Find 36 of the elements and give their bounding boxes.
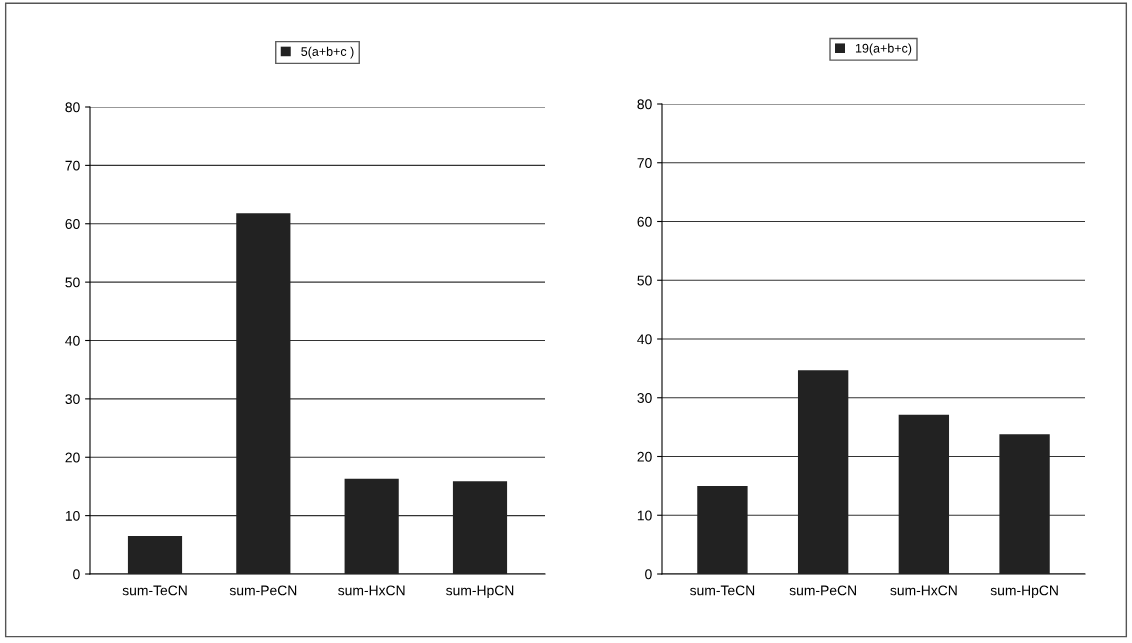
bar [697, 485, 748, 574]
y-tick-label: 10 [637, 510, 652, 521]
y-tick-label: 50 [637, 275, 652, 286]
bar [999, 434, 1050, 574]
legend-label: 19(a+b+c) [855, 43, 912, 56]
x-tick-label: sum-HxCN [890, 585, 957, 596]
y-tick-label: 80 [65, 102, 80, 113]
y-tick-label: 20 [637, 451, 652, 462]
bar [236, 213, 291, 574]
y-tick-label: 0 [73, 569, 80, 580]
bar [127, 536, 183, 574]
x-tick-label: sum-HxCN [338, 585, 405, 596]
x-tick-label: sum-TeCN [122, 585, 187, 596]
y-tick-label: 40 [65, 335, 80, 346]
y-tick-label: 50 [65, 277, 80, 288]
x-tick-label: sum-HpCN [446, 585, 514, 599]
bar [797, 370, 849, 574]
y-tick-label: 70 [65, 160, 80, 171]
bar [898, 414, 950, 574]
bar [452, 481, 508, 574]
y-tick-label: 70 [637, 158, 652, 168]
y-tick-label: 20 [65, 452, 80, 463]
y-tick-label: 30 [637, 393, 652, 403]
x-tick-label: sum-PeCN [229, 585, 297, 596]
y-tick-label: 30 [65, 394, 80, 405]
x-tick-label: sum-HpCN [990, 585, 1058, 599]
y-tick-label: 10 [65, 510, 80, 521]
y-tick-label: 60 [637, 216, 652, 227]
x-tick-label: sum-TeCN [690, 585, 755, 596]
bar [344, 478, 399, 574]
x-tick-label: sum-PeCN [789, 585, 856, 596]
y-tick-label: 60 [65, 219, 80, 229]
y-tick-label: 0 [645, 569, 652, 580]
y-tick-label: 40 [637, 334, 652, 345]
y-tick-label: 80 [637, 99, 652, 110]
legend-label: 5(a+b+c ) [301, 46, 354, 59]
